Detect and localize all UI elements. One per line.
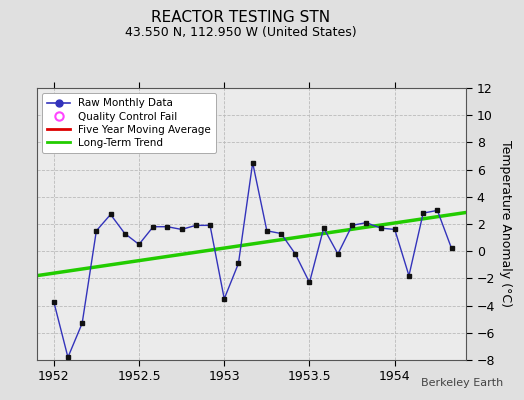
Text: Berkeley Earth: Berkeley Earth: [421, 378, 503, 388]
Text: REACTOR TESTING STN: REACTOR TESTING STN: [151, 10, 331, 25]
Legend: Raw Monthly Data, Quality Control Fail, Five Year Moving Average, Long-Term Tren: Raw Monthly Data, Quality Control Fail, …: [42, 93, 216, 153]
Text: 43.550 N, 112.950 W (United States): 43.550 N, 112.950 W (United States): [125, 26, 357, 39]
Y-axis label: Temperature Anomaly (°C): Temperature Anomaly (°C): [499, 140, 512, 308]
